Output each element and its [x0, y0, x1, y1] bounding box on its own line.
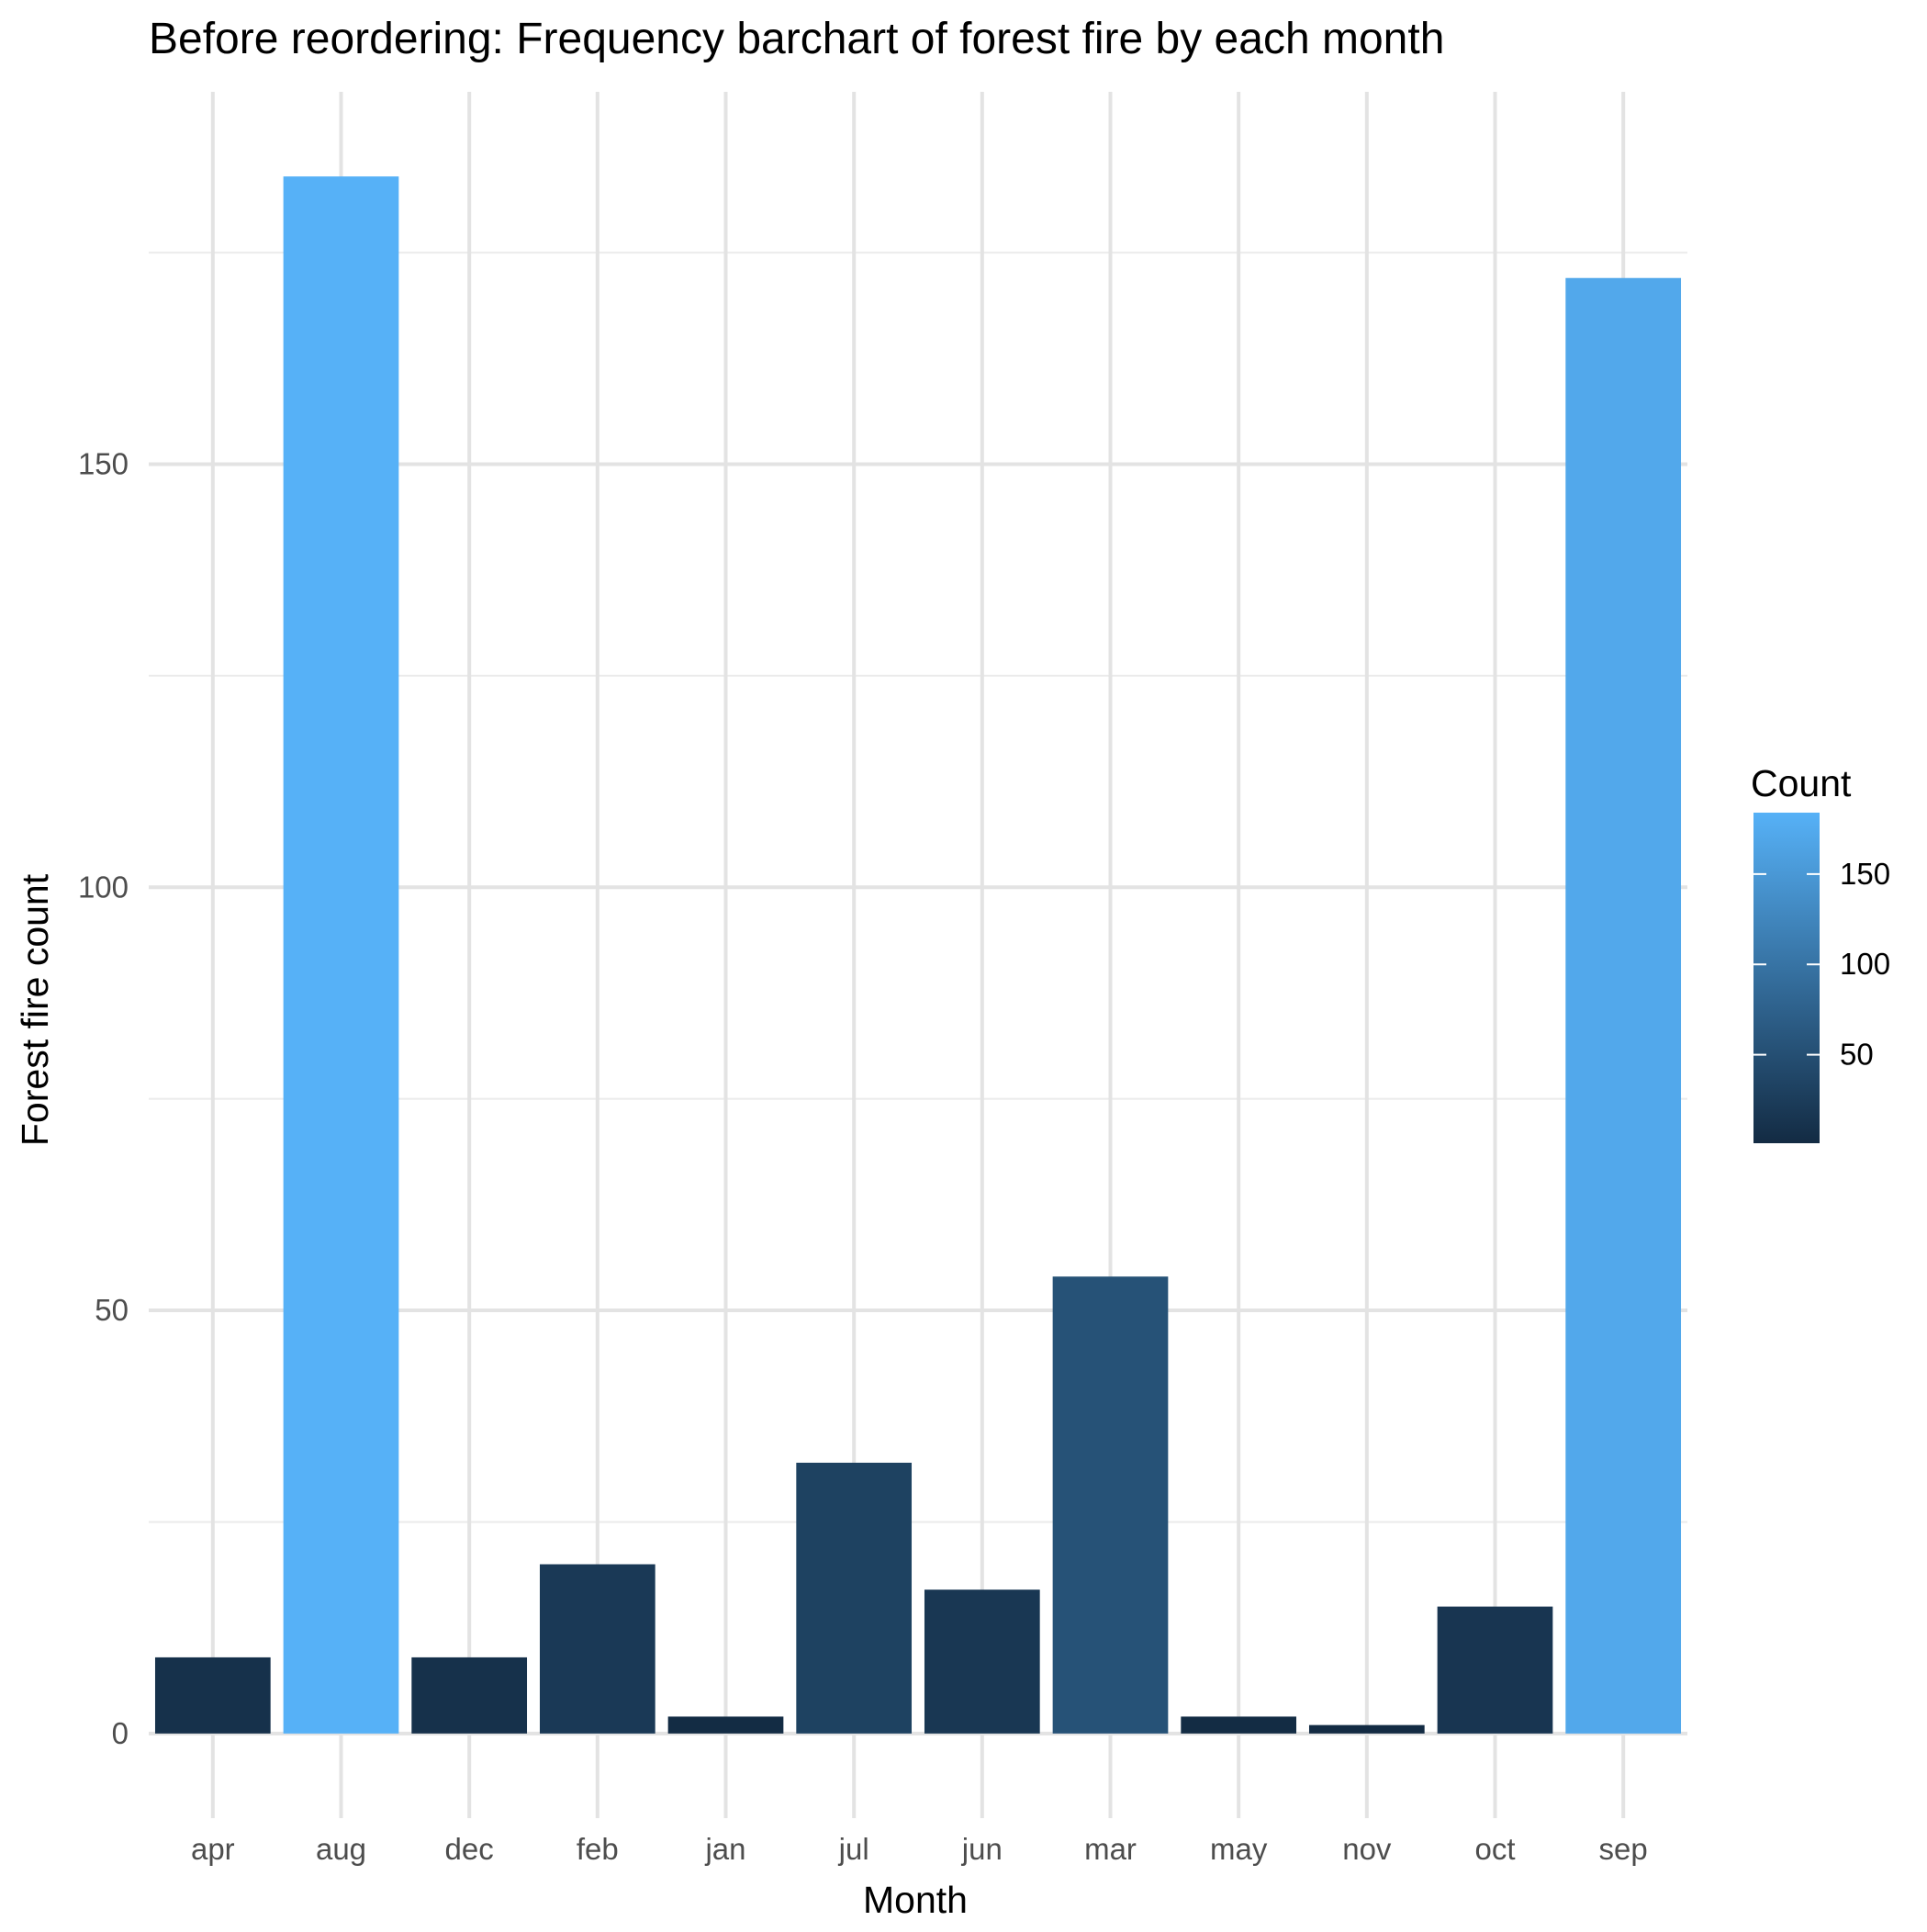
x-tick-label: jun: [961, 1832, 1003, 1866]
bar-oct: [1437, 1606, 1553, 1734]
x-tick-label: nov: [1342, 1832, 1392, 1866]
bar-sep: [1565, 277, 1682, 1734]
x-axis-label: Month: [863, 1879, 968, 1921]
bar-aug: [283, 176, 399, 1734]
x-axis-tick-labels: apr aug dec feb jan jul jun mar may nov oct sep: [191, 1832, 1648, 1866]
bar-dec: [411, 1657, 528, 1734]
bar-may: [1181, 1716, 1297, 1734]
legend-ticks: 50 100 150: [1753, 857, 1890, 1072]
x-tick-label: sep: [1599, 1832, 1648, 1866]
bar-mar: [1052, 1276, 1169, 1734]
x-tick-label: jul: [838, 1832, 869, 1866]
legend-title: Count: [1751, 762, 1852, 804]
y-tick-label: 0: [112, 1716, 129, 1750]
bars: [154, 176, 1682, 1734]
bar-jul: [796, 1462, 913, 1734]
x-tick-label: oct: [1474, 1832, 1515, 1866]
bar-feb: [539, 1564, 655, 1734]
x-tick-label: apr: [191, 1832, 235, 1866]
y-axis-label: Forest fire count: [14, 873, 56, 1146]
legend-tick-label: 150: [1840, 857, 1890, 891]
y-tick-label: 50: [95, 1293, 129, 1327]
color-legend: Count 50 100 150: [1751, 762, 1890, 1143]
x-tick-label: may: [1210, 1832, 1268, 1866]
legend-tick-label: 50: [1840, 1038, 1874, 1072]
x-tick-label: mar: [1084, 1832, 1137, 1866]
x-tick-label: feb: [577, 1832, 619, 1866]
legend-tick-label: 100: [1840, 947, 1890, 981]
x-tick-label: dec: [445, 1832, 494, 1866]
x-tick-label: aug: [316, 1832, 366, 1866]
y-tick-label: 150: [78, 446, 129, 480]
bar-nov: [1308, 1724, 1425, 1734]
bar-jun: [924, 1589, 1040, 1734]
x-tick-label: jan: [704, 1832, 745, 1866]
bar-apr: [154, 1657, 271, 1734]
chart-title: Before reordering: Frequency barchart of…: [149, 15, 1444, 63]
bar-jan: [667, 1716, 784, 1734]
legend-colorbar: [1753, 813, 1820, 1143]
y-tick-label: 100: [78, 870, 129, 904]
y-axis-tick-labels: 0 50 100 150: [78, 446, 129, 1749]
